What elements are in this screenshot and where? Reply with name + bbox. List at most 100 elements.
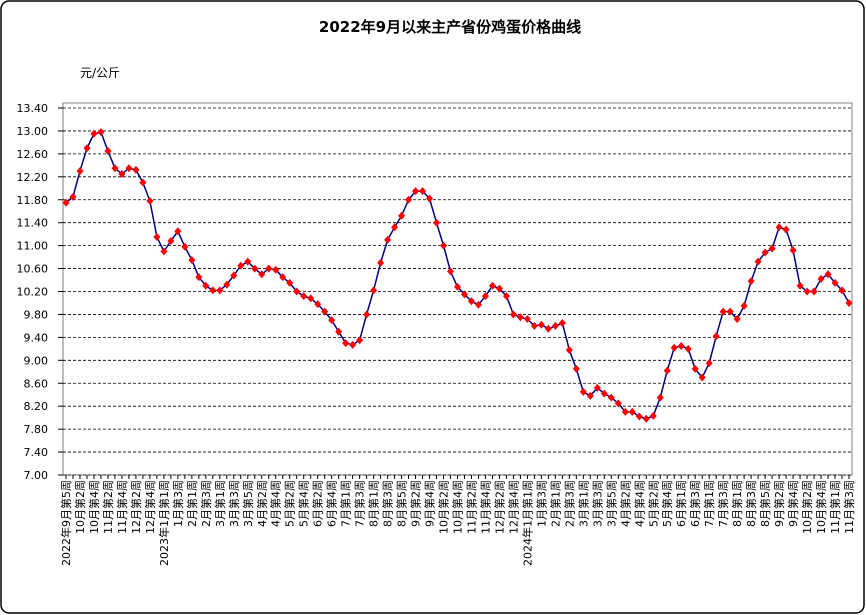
y-tick-label: 11.00 [17, 240, 49, 253]
x-tick-label: 11月第3周 [842, 480, 856, 534]
x-tick-label: 2月第1周 [548, 480, 562, 527]
x-tick-label: 7月第1周 [702, 480, 716, 527]
x-tick-label: 12月第2周 [129, 480, 143, 534]
marker [328, 316, 336, 325]
y-tick-label: 11.80 [17, 194, 49, 207]
marker [286, 278, 294, 287]
marker [803, 287, 811, 296]
marker [719, 307, 727, 316]
marker [188, 255, 196, 264]
marker [817, 274, 825, 283]
marker [230, 271, 238, 280]
x-tick-label: 10月第2周 [73, 480, 87, 534]
x-tick-label: 10月第4周 [451, 480, 465, 534]
marker [125, 164, 133, 173]
marker [405, 195, 413, 204]
x-tick-label: 9月第4周 [423, 480, 437, 527]
marker [384, 235, 392, 244]
y-tick-label: 13.00 [17, 125, 49, 138]
x-tick-label: 6月第3周 [688, 480, 702, 527]
marker [307, 294, 315, 303]
x-tick-label: 8月第3周 [381, 480, 395, 527]
marker [146, 196, 154, 205]
y-tick-label: 11.40 [17, 217, 49, 230]
marker [265, 264, 273, 273]
marker [523, 315, 531, 324]
x-tick-label: 3月第5周 [604, 480, 618, 527]
marker [440, 241, 448, 250]
marker [775, 223, 783, 232]
marker [642, 414, 650, 423]
marker [272, 265, 280, 274]
x-tick-label: 8月第1周 [367, 480, 381, 527]
x-tick-label: 4月第4周 [632, 480, 646, 527]
marker [398, 211, 406, 220]
y-tick-label: 13.40 [17, 102, 49, 115]
marker [370, 286, 378, 295]
x-tick-label: 8月第5周 [758, 480, 772, 527]
marker [314, 300, 322, 309]
marker [740, 301, 748, 310]
x-tick-label: 10月第2周 [437, 480, 451, 534]
marker [209, 286, 217, 295]
x-tick-label: 9月第2周 [772, 480, 786, 527]
marker [838, 286, 846, 295]
marker [349, 340, 357, 349]
y-tick-label: 8.20 [24, 400, 49, 413]
x-tick-label: 2月第3周 [199, 480, 213, 527]
x-tick-label: 3月第3周 [227, 480, 241, 527]
marker [356, 336, 364, 345]
x-tick-label: 10月第4周 [814, 480, 828, 534]
y-tick-label: 9.80 [24, 308, 49, 321]
marker [251, 264, 259, 273]
x-tick-label: 11月第1周 [828, 480, 842, 534]
marker [293, 287, 301, 296]
marker [167, 237, 175, 246]
x-tick-label: 6月第4周 [325, 480, 339, 527]
x-tick-label: 8月第1周 [730, 480, 744, 527]
x-tick-label: 11月第2周 [464, 480, 478, 534]
marker [111, 164, 119, 173]
marker [160, 247, 168, 256]
marker [481, 292, 489, 301]
marker [677, 341, 685, 350]
marker [628, 407, 636, 416]
marker [83, 144, 91, 153]
marker [845, 298, 853, 307]
x-tick-label: 6月第2周 [311, 480, 325, 527]
marker [733, 315, 741, 324]
x-tick-label: 2月第3周 [562, 480, 576, 527]
marker [321, 307, 329, 316]
x-tick-label: 5月第2周 [283, 480, 297, 527]
marker [460, 290, 468, 299]
x-tick-label: 5月第4周 [660, 480, 674, 527]
marker [216, 286, 224, 295]
marker [76, 167, 84, 176]
x-tick-label: 5月第4周 [297, 480, 311, 527]
x-tick-label: 2024年1月第1周 [520, 480, 534, 566]
marker [698, 373, 706, 382]
marker [586, 391, 594, 400]
marker [300, 292, 308, 301]
marker [467, 297, 475, 306]
x-tick-label: 1月第3周 [534, 480, 548, 527]
x-tick-label: 3月第5周 [241, 480, 255, 527]
y-axis-label: 元/公斤 [80, 66, 120, 80]
marker [223, 280, 231, 289]
marker [656, 393, 664, 402]
x-tick-label: 10月第2周 [800, 480, 814, 534]
x-tick-label: 3月第3周 [590, 480, 604, 527]
marker [474, 300, 482, 309]
marker [195, 273, 203, 282]
marker [670, 343, 678, 352]
marker [530, 321, 538, 330]
x-tick-label: 7月第3周 [353, 480, 367, 527]
marker [712, 332, 720, 341]
marker [258, 270, 266, 279]
marker [433, 218, 441, 227]
y-tick-label: 7.40 [24, 446, 49, 459]
y-tick-label: 8.60 [24, 377, 49, 390]
marker [342, 339, 350, 348]
x-tick-label: 7月第3周 [716, 480, 730, 527]
marker [412, 187, 420, 196]
